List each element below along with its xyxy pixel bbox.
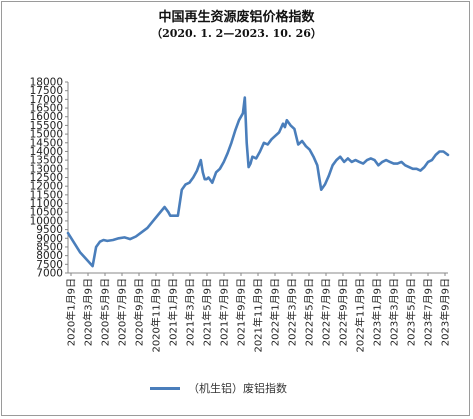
legend-label: （机生铝）废铝指数 [188,382,287,395]
y-tick-label: 9000 [36,233,63,245]
y-tick-label: 8500 [36,241,63,253]
x-tick-label: 2020年7月9日 [116,278,129,346]
chart-title: 中国再生资源废铝价格指数 [158,10,315,25]
x-tick-label: 2021年11月9日 [252,278,265,353]
legend-swatch [150,386,180,390]
x-tick-label: 2023年1月9日 [371,278,384,346]
y-tick-label: 7500 [36,259,63,271]
chart-subtitle: （2020. 1. 2—2023. 10. 26） [151,27,322,40]
x-tick-label: 2021年7月9日 [218,278,231,346]
y-tick-label: 7000 [36,268,63,280]
y-tick-label: 10500 [30,207,63,219]
x-tick-label: 2021年9月9日 [235,278,248,346]
y-tick-label: 16000 [30,111,63,123]
x-tick-label: 2022年1月9日 [269,278,282,346]
x-tick-label: 2023年3月9日 [388,278,401,346]
y-tick-label: 15000 [30,129,63,141]
x-tick-label: 2023年5月9日 [405,278,418,346]
y-tick-label: 17000 [30,94,63,106]
y-tick-label: 14500 [30,137,63,149]
x-tick-label: 2022年3月9日 [286,278,299,346]
x-tick-label: 2020年3月9日 [82,278,95,346]
x-tick-label: 2020年5月9日 [99,278,112,346]
y-tick-label: 11000 [30,198,63,210]
y-tick-label: 12000 [30,181,63,193]
axes [67,82,448,274]
y-tick-label: 13000 [30,163,63,175]
series-line [66,96,450,268]
y-tick-label: 15500 [30,120,63,132]
x-tick-label: 2023年9月9日 [439,278,452,346]
y-tick-label: 14000 [30,146,63,158]
x-tick-labels: 2020年1月9日 2020年3月9日 2020年5月9日 2020年7月9日 2020… [65,273,452,353]
x-tick-label: 2022年5月9日 [303,278,316,346]
y-tick-label: 12500 [30,172,63,184]
y-tick-label: 9500 [36,224,63,236]
x-tick-label: 2021年5月9日 [201,278,214,346]
x-tick-label: 2021年1月9日 [167,278,180,346]
x-tick-label: 2021年3月9日 [184,278,197,346]
x-tick-label: 2020年1月9日 [65,278,78,346]
y-tick-label: 10000 [30,215,63,227]
x-tick-label: 2022年7月9日 [320,278,333,346]
y-tick-label: 18000 [30,77,63,89]
legend: （机生铝）废铝指数 [150,380,287,396]
x-tick-label: 2022年9月9日 [337,278,350,346]
y-tick-label: 16500 [30,103,63,115]
x-tick-label: 2020年11月9日 [150,278,163,353]
y-tick-label: 8000 [36,250,63,262]
x-tick-label: 2022年11月9日 [354,278,367,353]
y-tick-label: 17500 [30,85,63,97]
y-tick-label: 11500 [30,189,63,201]
x-tick-label: 2023年7月9日 [422,278,435,346]
y-tick-label: 13500 [30,155,63,167]
x-tick-label: 2020年9月9日 [133,278,146,346]
series-group [66,96,450,268]
y-tick-labels: 7000750080008500900095001000010500110001… [30,77,68,280]
